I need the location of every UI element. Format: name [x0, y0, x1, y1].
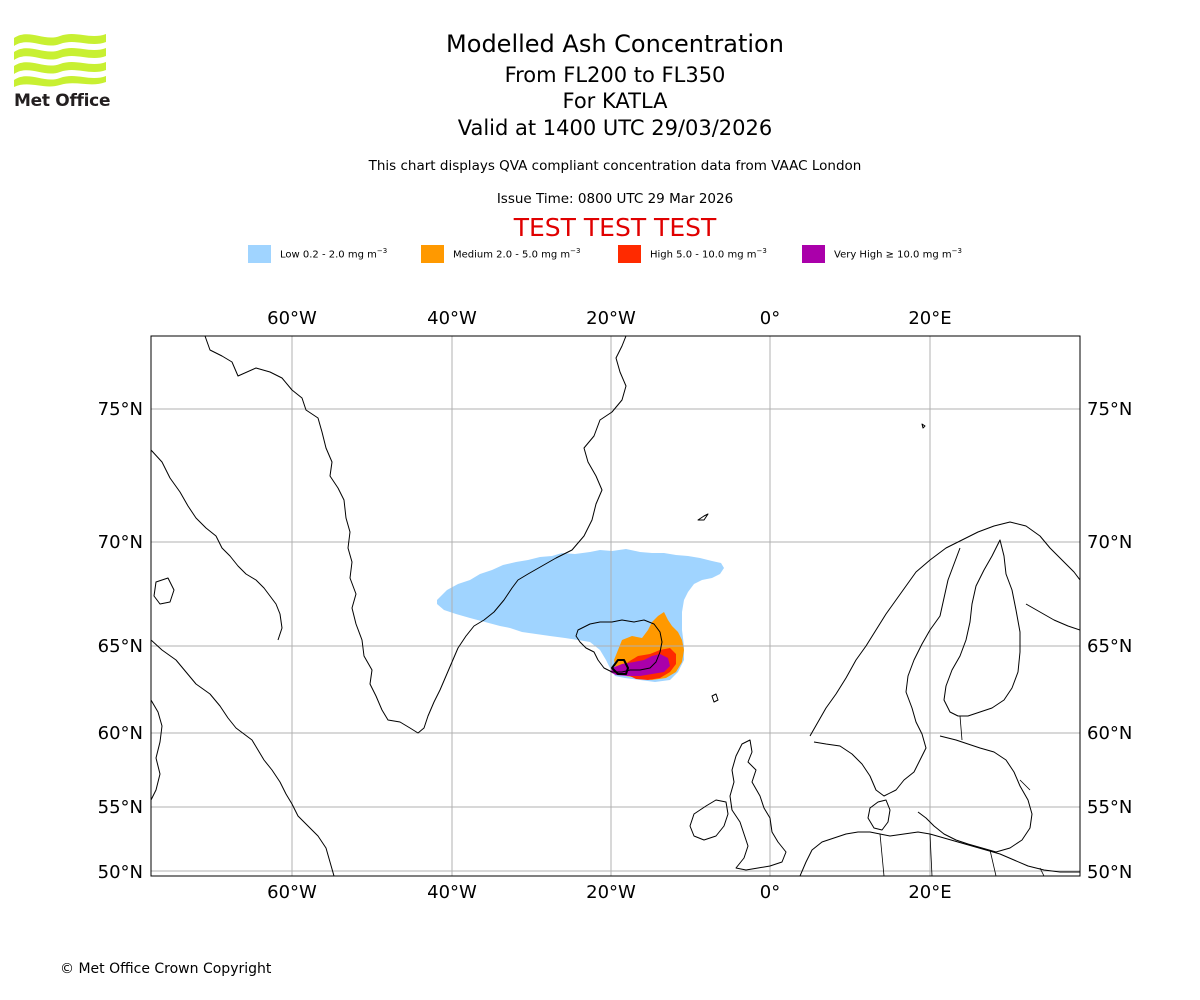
coastlines — [151, 336, 1080, 876]
lon-label-bottom: 20°E — [908, 882, 951, 903]
lat-label-left: 65°N — [98, 636, 143, 657]
volcano-name: For KATLA — [562, 89, 668, 113]
lat-label-right: 70°N — [1087, 532, 1132, 553]
test-banner: TEST TEST TEST — [513, 213, 717, 242]
ash-layers — [437, 549, 724, 682]
coastline-jan-mayen — [697, 513, 709, 521]
lat-label-right: 50°N — [1087, 862, 1132, 883]
coastline-continent — [799, 831, 1080, 876]
legend-swatch-low — [248, 245, 271, 263]
lon-labels-bottom: 60°W 40°W 20°W 0° 20°E — [267, 882, 951, 903]
coastline-great-britain — [729, 739, 787, 871]
valid-time: Valid at 1400 UTC 29/03/2026 — [457, 116, 773, 140]
coastline-baffin — [151, 449, 283, 641]
coastline-sweden — [813, 547, 961, 797]
coastline-iceland — [575, 619, 663, 673]
border-lines — [879, 715, 1045, 876]
coastline-hudson — [151, 699, 163, 801]
lat-labels-right: 75°N 70°N 65°N 60°N 55°N 50°N — [1087, 399, 1132, 883]
lat-label-left: 75°N — [98, 399, 143, 420]
lon-label-top: 40°W — [427, 308, 477, 329]
legend-swatch-high — [618, 245, 641, 263]
coastline-bear-island — [921, 423, 926, 429]
graticule — [151, 336, 1080, 876]
volcano-katla-marker — [611, 659, 629, 675]
lon-label-bottom: 0° — [760, 882, 780, 903]
lon-labels-top: 60°W 40°W 20°W 0° 20°E — [267, 308, 951, 329]
lon-label-bottom: 60°W — [267, 882, 317, 903]
legend-label-low: Low 0.2 - 2.0 mg m−3 — [280, 247, 388, 261]
chart-title: Modelled Ash Concentration — [446, 30, 784, 58]
coastline-kola — [1025, 603, 1080, 631]
issue-time: Issue Time: 0800 UTC 29 Mar 2026 — [496, 191, 734, 207]
lat-labels-left: 75°N 70°N 65°N 60°N 55°N 50°N — [98, 399, 143, 883]
lat-label-left: 70°N — [98, 532, 143, 553]
lon-label-bottom: 20°W — [586, 882, 636, 903]
lon-label-top: 0° — [760, 308, 780, 329]
lat-label-right: 55°N — [1087, 797, 1132, 818]
lon-label-top: 60°W — [267, 308, 317, 329]
legend-item-very-high: Very High ≥ 10.0 mg m−3 — [802, 244, 962, 264]
lat-label-right: 75°N — [1087, 399, 1132, 420]
lon-label-bottom: 40°W — [427, 882, 477, 903]
map-frame — [150, 335, 1081, 877]
legend-item-low: Low 0.2 - 2.0 mg m−3 — [248, 244, 387, 264]
coastline-denmark — [867, 799, 891, 831]
lat-label-right: 65°N — [1087, 636, 1132, 657]
coastline-ireland — [689, 799, 729, 841]
met-office-logo-icon — [14, 34, 106, 87]
legend-swatch-medium — [421, 245, 444, 263]
compliance-note: This chart displays QVA compliant concen… — [368, 158, 862, 174]
lat-label-left: 50°N — [98, 862, 143, 883]
legend-label-medium: Medium 2.0 - 5.0 mg m−3 — [453, 247, 581, 261]
lon-label-top: 20°E — [908, 308, 951, 329]
copyright: © Met Office Crown Copyright — [60, 961, 272, 977]
ash-very-high-region — [610, 654, 670, 676]
legend-swatch-very-high — [802, 245, 825, 263]
legend-item-medium: Medium 2.0 - 5.0 mg m−3 — [421, 244, 580, 264]
coastline-faroes — [711, 693, 719, 703]
coastline-baltic — [917, 735, 1033, 853]
lon-label-top: 20°W — [586, 308, 636, 329]
lat-label-left: 60°N — [98, 723, 143, 744]
coastline-labrador — [151, 639, 335, 876]
logo-text: Met Office — [14, 91, 111, 111]
flight-level-range: From FL200 to FL350 — [504, 63, 726, 87]
coastline-baffin-island — [153, 577, 175, 605]
lat-label-right: 60°N — [1087, 723, 1132, 744]
coastline-finland — [943, 539, 1021, 717]
coastline-norway — [809, 521, 1080, 737]
coastline-greenland — [204, 336, 627, 734]
legend-label-very-high: Very High ≥ 10.0 mg m−3 — [834, 247, 962, 261]
legend-item-high: High 5.0 - 10.0 mg m−3 — [618, 244, 767, 264]
lat-label-left: 55°N — [98, 797, 143, 818]
legend-label-high: High 5.0 - 10.0 mg m−3 — [650, 247, 767, 261]
